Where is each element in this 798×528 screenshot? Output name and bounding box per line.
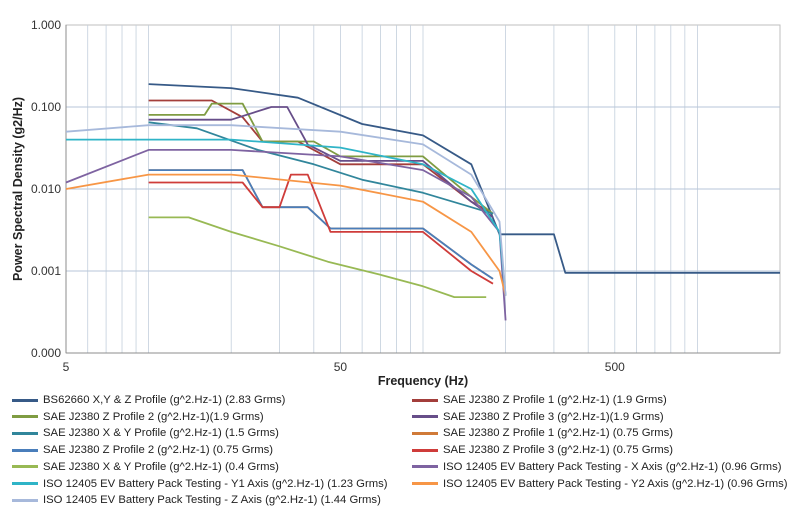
series-line-13	[65, 124, 507, 296]
legend-label: ISO 12405 EV Battery Pack Testing - Y1 A…	[43, 477, 388, 490]
x-tick-label: 500	[605, 360, 625, 374]
legend-entry: SAE J2380 Z Profile 3 (g^2.Hz-1) (0.75 G…	[412, 442, 673, 458]
legend-entry: SAE J2380 X & Y Profile (g^2.Hz-1) (1.5 …	[12, 425, 279, 441]
y-tick-label: 0.100	[31, 100, 61, 114]
y-tick-label: 1.000	[31, 18, 61, 32]
legend-swatch	[412, 398, 438, 402]
series-line-8	[148, 173, 494, 285]
legend-swatch	[12, 431, 38, 435]
legend-entry: SAE J2380 Z Profile 1 (g^2.Hz-1) (1.9 Gr…	[412, 392, 667, 408]
legend-label: SAE J2380 Z Profile 2 (g^2.Hz-1) (0.75 G…	[43, 444, 274, 457]
legend-swatch	[12, 465, 38, 469]
legend-swatch	[412, 465, 438, 469]
chart-plot-area: 0.000 0.001 0.010 0.100 1.000 5 50 500 Frequency…	[11, 18, 781, 388]
y-axis-label: Power Spectral Density (g2/Hz)	[11, 97, 25, 281]
legend-label: SAE J2380 Z Profile 1 (g^2.Hz-1) (1.9 Gr…	[443, 394, 667, 406]
legend-swatch	[412, 415, 438, 419]
legend-entry: ISO 12405 EV Battery Pack Testing - Y1 A…	[12, 476, 388, 492]
legend-label: ISO 12405 EV Battery Pack Testing - Z Ax…	[43, 494, 381, 507]
legend-swatch	[412, 482, 438, 485]
legend-label: SAE J2380 Z Profile 3 (g^2.Hz-1) (0.75 G…	[443, 444, 674, 457]
legend-label: SAE J2380 Z Profile 1 (g^2.Hz-1) (0.75 G…	[443, 427, 674, 440]
series-line-5	[148, 121, 494, 215]
legend-entry: ISO 12405 EV Battery Pack Testing - Y2 A…	[412, 476, 788, 492]
legend-swatch	[12, 398, 38, 402]
series-line-9	[148, 216, 487, 299]
series-line-1	[148, 83, 780, 274]
legend-entry: SAE J2380 Z Profile 2 (g^2.Hz-1) (0.75 G…	[12, 442, 273, 458]
x-tick-label: 5	[63, 360, 70, 374]
legend-entry: SAE J2380 Z Profile 1 (g^2.Hz-1) (0.75 G…	[412, 425, 673, 441]
legend-label: SAE J2380 X & Y Profile (g^2.Hz-1) (0.4 …	[43, 460, 279, 473]
legend-entry: BS62660 X,Y & Z Profile (g^2.Hz-1) (2.83…	[12, 392, 285, 408]
legend-label: ISO 12405 EV Battery Pack Testing - Y2 A…	[443, 477, 788, 490]
legend-swatch	[12, 482, 38, 485]
legend-label: ISO 12405 EV Battery Pack Testing - X Ax…	[443, 460, 782, 473]
legend-swatch	[12, 498, 38, 502]
legend-label: SAE J2380 Z Profile 3 (g^2.Hz-1)(1.9 Grm…	[443, 410, 664, 423]
legend-entry: SAE J2380 Z Profile 2 (g^2.Hz-1)(1.9 Grm…	[12, 409, 264, 425]
legend-swatch	[12, 448, 38, 452]
legend-label: BS62660 X,Y & Z Profile (g^2.Hz-1) (2.83…	[43, 394, 286, 406]
y-tick-label: 0.001	[31, 264, 61, 278]
legend-swatch	[12, 415, 38, 419]
legend-entry: SAE J2380 X & Y Profile (g^2.Hz-1) (0.4 …	[12, 459, 279, 475]
legend-entry: ISO 12405 EV Battery Pack Testing - Z Ax…	[12, 492, 381, 508]
legend-label: SAE J2380 X & Y Profile (g^2.Hz-1) (1.5 …	[43, 427, 279, 440]
legend-swatch	[412, 448, 438, 452]
y-tick-label: 0.010	[31, 182, 61, 196]
legend-label: SAE J2380 Z Profile 2 (g^2.Hz-1)(1.9 Grm…	[43, 410, 264, 423]
series-line-12	[65, 173, 507, 296]
legend-entry: SAE J2380 Z Profile 3 (g^2.Hz-1)(1.9 Grm…	[412, 409, 664, 425]
y-tick-label: 0.000	[31, 346, 61, 360]
legend-swatch	[412, 431, 438, 435]
x-tick-label: 50	[334, 360, 348, 374]
x-axis-label: Frequency (Hz)	[378, 374, 468, 388]
legend-entry: ISO 12405 EV Battery Pack Testing - X Ax…	[412, 459, 781, 475]
